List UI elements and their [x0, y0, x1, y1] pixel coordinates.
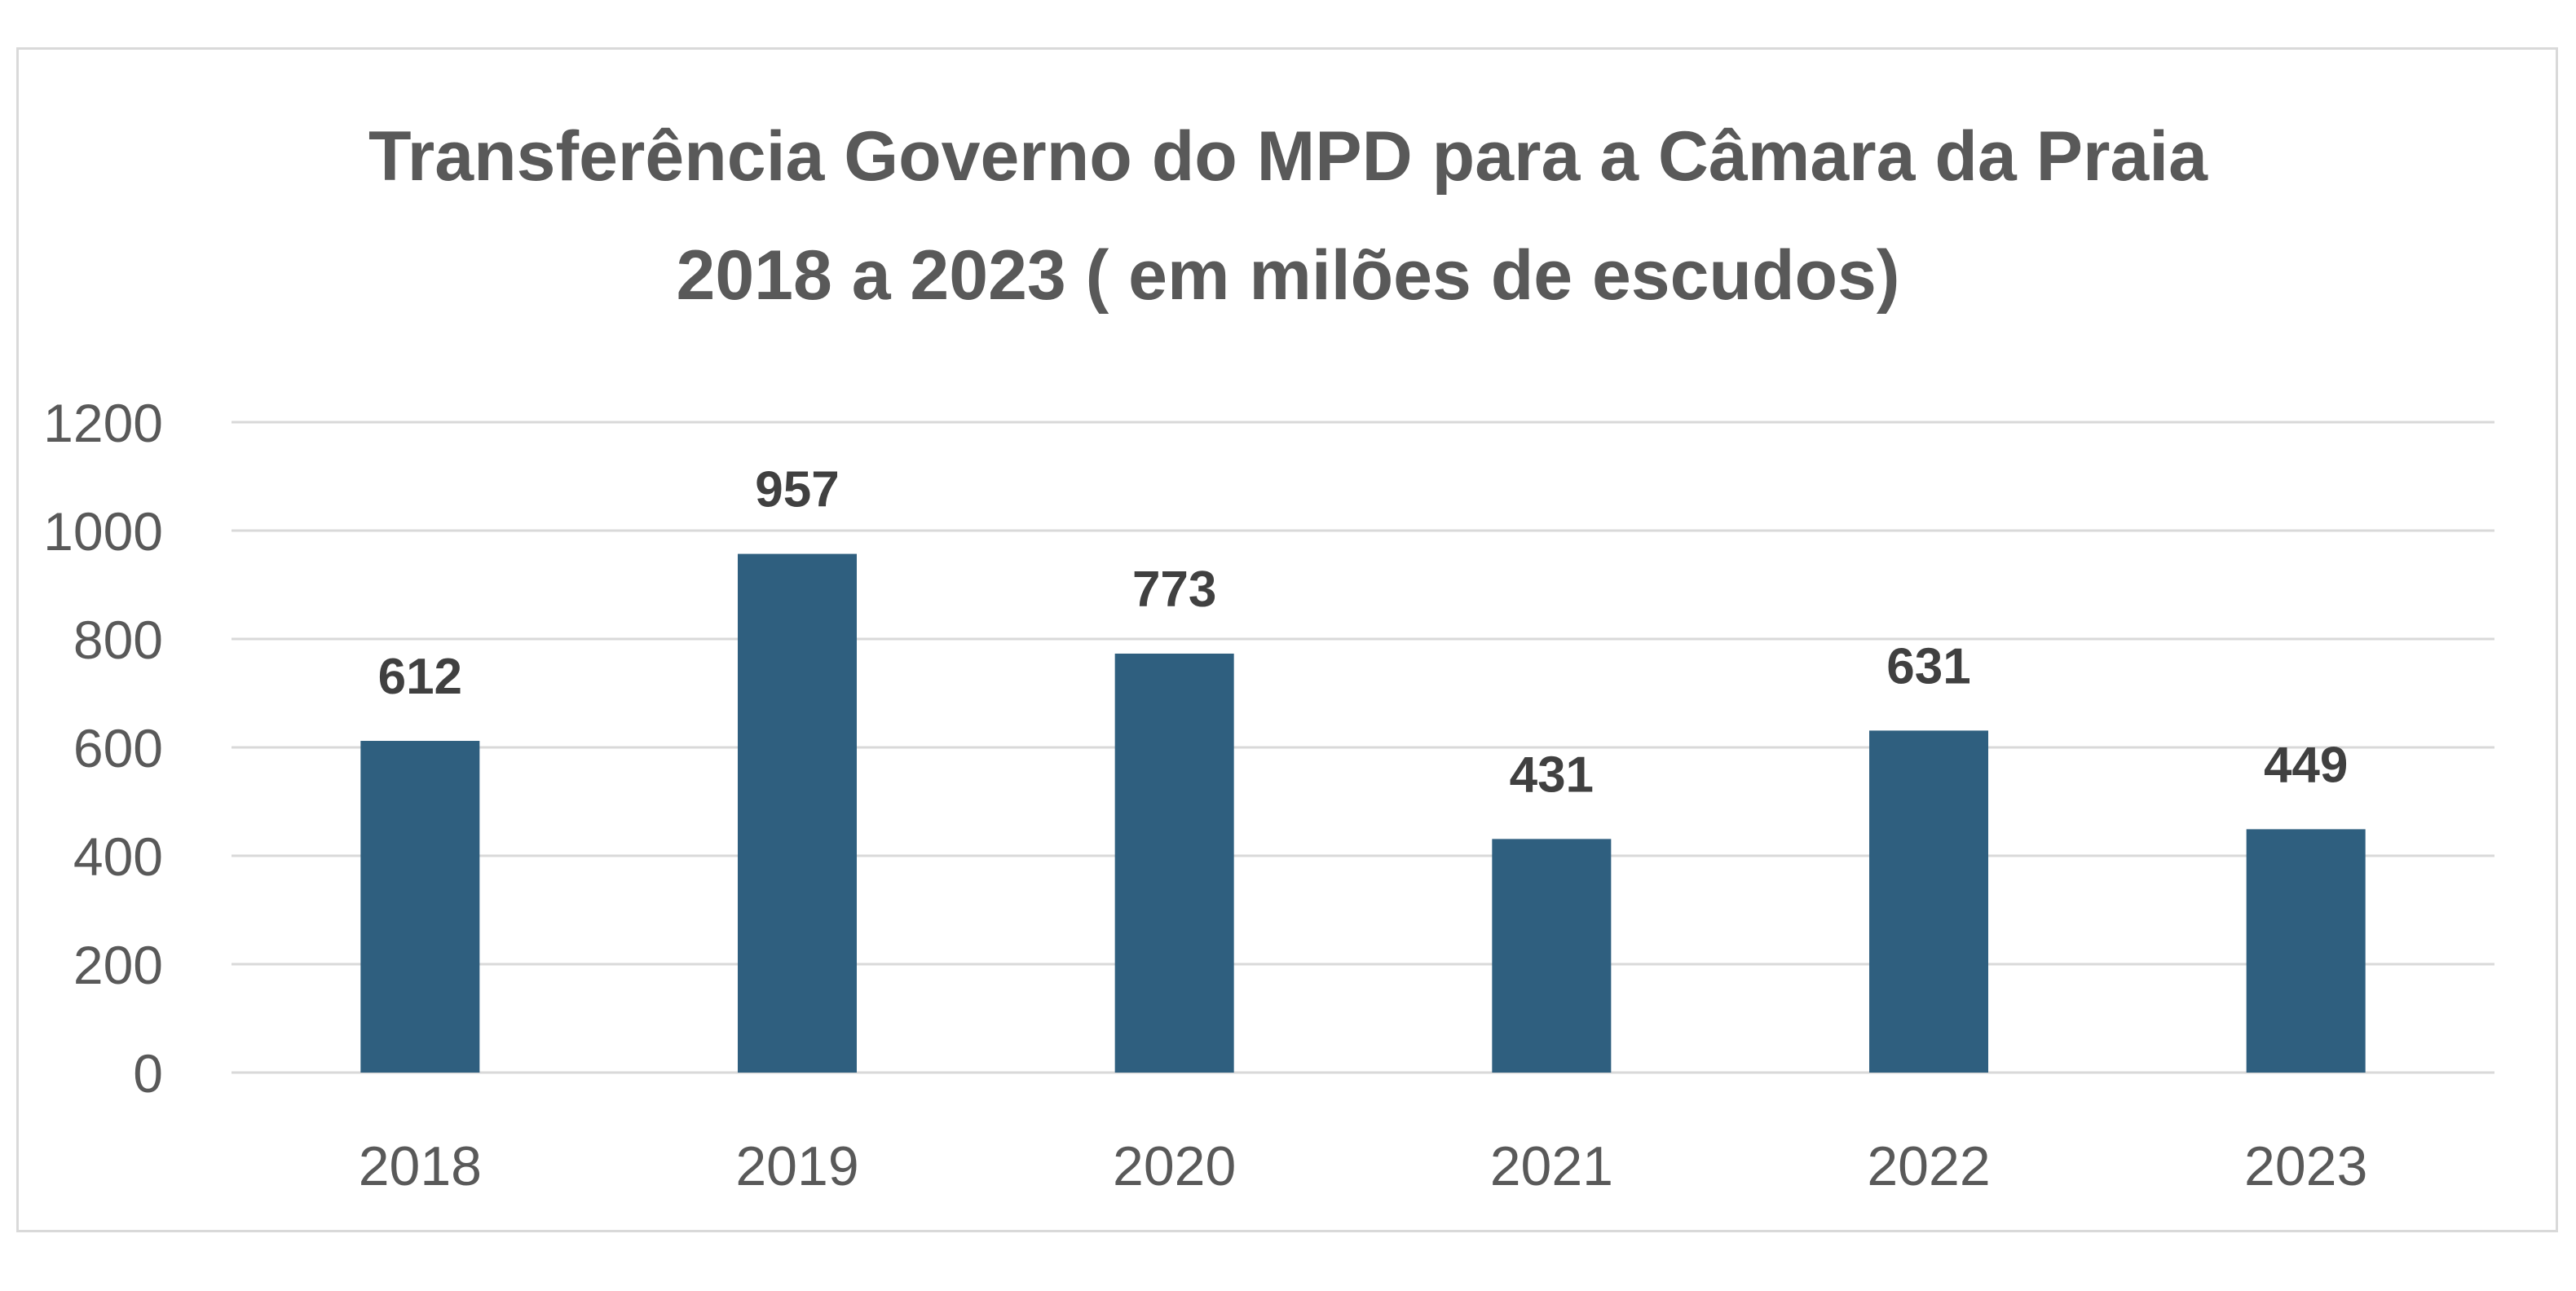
- bar-2021: [1492, 839, 1612, 1073]
- x-tick-label: 2018: [359, 1135, 482, 1197]
- y-tick-label: 1200: [43, 393, 163, 453]
- bar-2022: [1869, 730, 1988, 1073]
- x-tick-label: 2019: [735, 1135, 858, 1197]
- x-tick-label: 2022: [1867, 1135, 1990, 1197]
- bar-2023: [2246, 829, 2366, 1073]
- y-tick-label: 0: [133, 1043, 163, 1104]
- y-tick-label: 1000: [43, 501, 163, 562]
- x-tick-label: 2020: [1113, 1135, 1236, 1197]
- y-tick-label: 600: [73, 718, 163, 778]
- y-tick-label: 200: [73, 935, 163, 995]
- data-label-2021: 431: [1510, 747, 1594, 803]
- data-label-2022: 631: [1886, 638, 1970, 694]
- chart-subtitle: 2018 a 2023 ( em milões de escudos): [676, 236, 1900, 315]
- bar-2019: [738, 553, 857, 1073]
- data-label-2020: 773: [1132, 562, 1216, 618]
- y-tick-label: 400: [73, 826, 163, 887]
- chart-title: Transferência Governo do MPD para a Câma…: [368, 117, 2208, 196]
- data-label-2019: 957: [755, 462, 839, 518]
- data-label-2023: 449: [2264, 737, 2348, 793]
- bar-2018: [360, 741, 480, 1073]
- x-tick-label: 2021: [1490, 1135, 1613, 1197]
- data-label-2018: 612: [378, 649, 462, 705]
- y-tick-label: 800: [73, 610, 163, 670]
- bar-2020: [1114, 653, 1234, 1073]
- x-tick-label: 2023: [2244, 1135, 2367, 1197]
